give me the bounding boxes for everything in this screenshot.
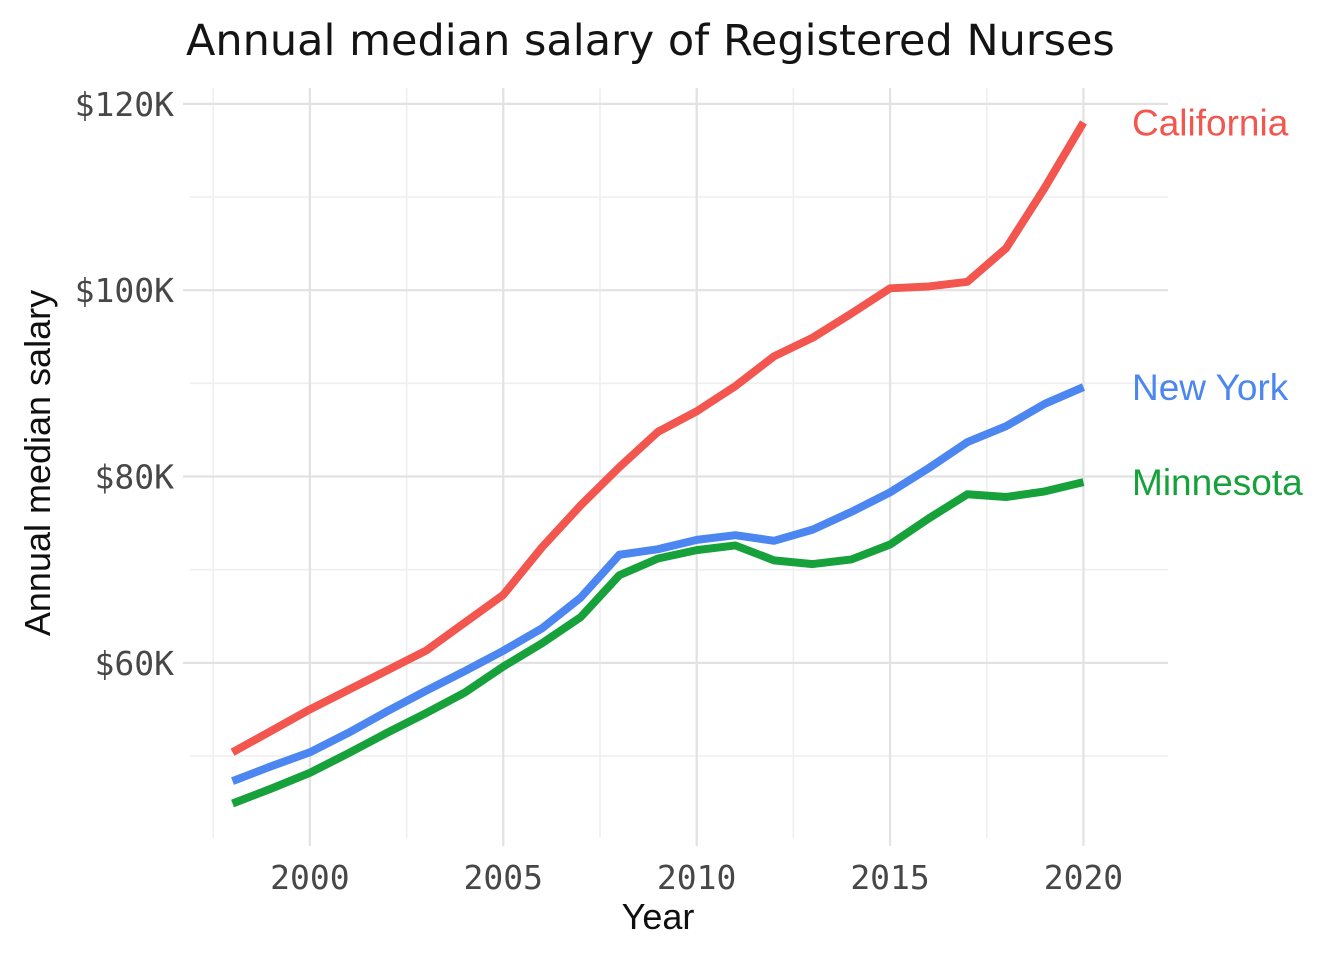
x-tick-label: 2015	[850, 858, 929, 897]
legend-label-minnesota: Minnesota	[1132, 462, 1303, 503]
series-line-new-york	[231, 383, 1086, 785]
x-axis-title: Year	[621, 896, 695, 937]
series-line-minnesota	[231, 478, 1085, 808]
gridlines-minor	[190, 88, 1168, 838]
axis-tick-labels: $60K $80K $100K $120K 2000 2005 2010 2015 2020	[75, 85, 1124, 897]
x-tick-label: 2020	[1044, 858, 1123, 897]
legend-label-new-york: New York	[1132, 367, 1289, 408]
x-tick-label: 2000	[270, 858, 349, 897]
legend-label-california: California	[1132, 102, 1289, 143]
series-legend: California New York Minnesota	[1132, 102, 1303, 503]
y-tick-label: $120K	[75, 85, 174, 124]
y-tick-label: $100K	[75, 271, 174, 310]
y-tick-label: $80K	[95, 458, 175, 497]
x-tick-label: 2010	[657, 858, 736, 897]
series-line-california	[230, 120, 1087, 756]
chart-title: Annual median salary of Registered Nurse…	[186, 16, 1115, 66]
y-tick-label: $60K	[95, 644, 175, 683]
gridlines-major	[183, 88, 1168, 846]
x-tick-label: 2005	[464, 858, 543, 897]
data-series	[230, 120, 1087, 808]
